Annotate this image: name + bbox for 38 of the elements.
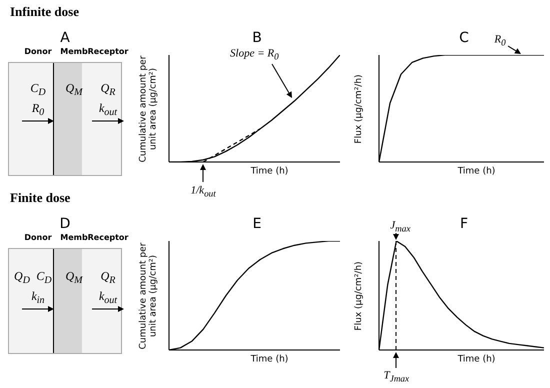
text: Q$_{D}$ (14, 268, 30, 286)
y-axis-title: Flux (μg/cm²/h) (354, 74, 364, 144)
text: k$_{in}$ (31, 288, 45, 306)
text: T$_{Jmax}$ (384, 369, 410, 384)
text: C$_{D}$ (30, 80, 46, 98)
text: Infinite dose (10, 4, 79, 19)
text: A (60, 30, 70, 46)
text: Receptor (88, 47, 128, 56)
text: k$_{out}$ (98, 288, 118, 306)
text: Donor (24, 233, 52, 242)
text: 1/k$_{out}$ (190, 184, 216, 199)
text: Q$_{R}$ (100, 80, 116, 98)
text: Q$_{M}$ (65, 80, 83, 98)
text: Finite dose (10, 190, 70, 205)
x-axis-title: Time (h) (458, 166, 496, 176)
text: D (60, 216, 70, 232)
chart-title: C (459, 30, 469, 46)
chart-title: F (460, 216, 468, 232)
text: Q$_{R}$ (100, 268, 116, 286)
text: Memb (60, 47, 88, 56)
text: Memb (60, 233, 88, 242)
y-axis-title: Cumulative amount per unit area (μg/cm²) (138, 242, 159, 349)
text: Q$_{M}$ (65, 268, 83, 286)
x-axis-title: Time (h) (250, 354, 288, 364)
text: k$_{out}$ (98, 100, 118, 118)
text: Donor (24, 47, 52, 56)
chart-title: E (252, 216, 262, 232)
y-axis-title: Cumulative amount per unit area (μg/cm²) (138, 55, 159, 162)
text: R$_{0}$ (494, 33, 506, 48)
x-axis-title: Time (h) (250, 166, 288, 176)
text: Receptor (88, 233, 128, 242)
chart-title: B (252, 30, 262, 46)
text: R$_{0}$ (32, 100, 44, 118)
y-axis-title: Flux (μg/cm²/h) (354, 260, 364, 330)
text: J$_{max}$ (390, 219, 410, 234)
text: C$_{D}$ (36, 268, 52, 286)
x-axis-title: Time (h) (458, 354, 496, 364)
annotation: Slope = R$_{0}$ (230, 47, 279, 62)
